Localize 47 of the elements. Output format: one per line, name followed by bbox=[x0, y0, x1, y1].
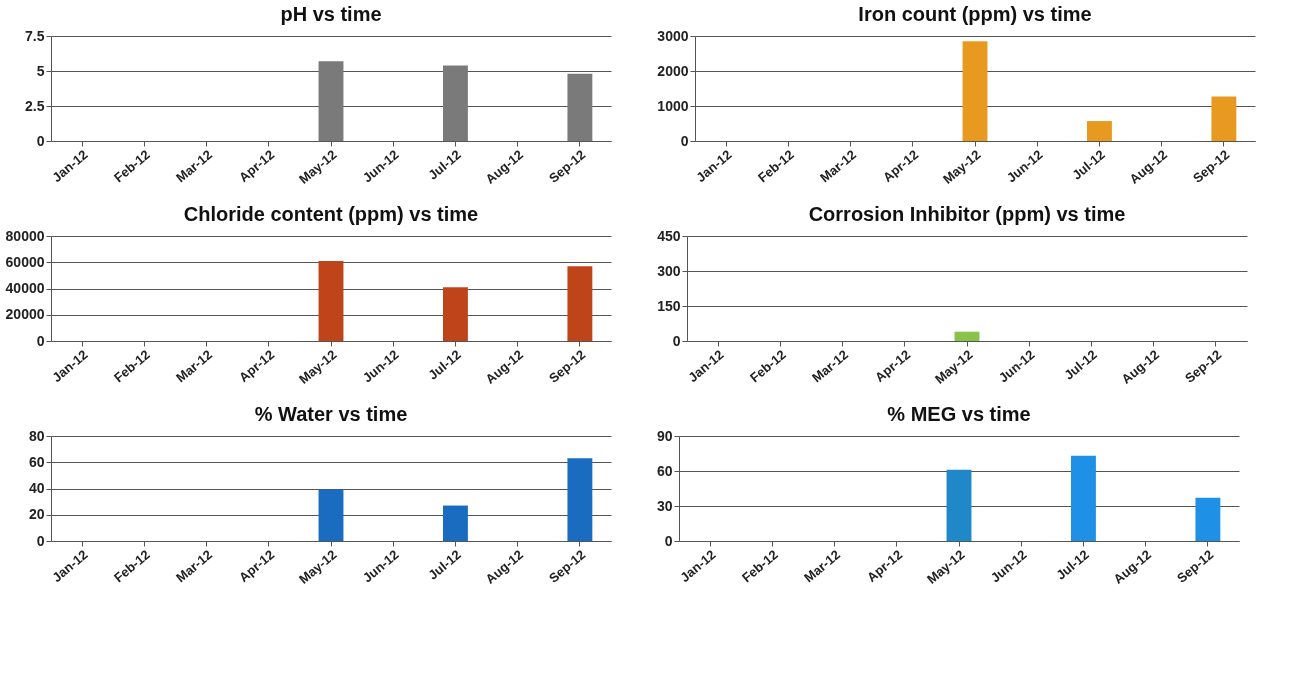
y-tick-label: 7.5 bbox=[25, 27, 45, 44]
chart-title: % Water vs time bbox=[254, 403, 408, 425]
y-tick-label: 0 bbox=[672, 332, 681, 349]
bar bbox=[1087, 121, 1112, 141]
y-tick-label: 3000 bbox=[657, 27, 689, 44]
y-tick-label: 30 bbox=[656, 497, 673, 514]
y-tick-label: 0 bbox=[664, 532, 673, 549]
bar bbox=[567, 458, 593, 541]
chart-title: Corrosion Inhibitor (ppm) vs time bbox=[808, 203, 1126, 225]
bar bbox=[318, 489, 344, 541]
chart-title: pH vs time bbox=[280, 3, 382, 25]
y-tick-label: 40000 bbox=[5, 280, 45, 296]
y-tick-label: 150 bbox=[657, 297, 681, 314]
bar bbox=[318, 260, 344, 341]
y-tick-label: 90 bbox=[656, 427, 673, 444]
y-tick-label: 60000 bbox=[5, 253, 45, 270]
chart-title: Iron count (ppm) vs time bbox=[858, 3, 1092, 25]
y-tick-label: 300 bbox=[657, 262, 681, 279]
y-tick-label: 2.5 bbox=[25, 97, 45, 114]
y-tick-label: 80 bbox=[28, 427, 45, 444]
bar bbox=[946, 469, 972, 541]
y-tick-label: 5 bbox=[36, 62, 45, 79]
chart-title: Chloride content (ppm) vs time bbox=[183, 203, 479, 225]
y-tick-label: 60 bbox=[28, 453, 45, 470]
bar bbox=[567, 73, 593, 141]
y-tick-label: 0 bbox=[36, 332, 45, 349]
y-tick-label: 2000 bbox=[657, 62, 689, 79]
y-tick-label: 60 bbox=[656, 462, 673, 479]
y-tick-label: 0 bbox=[36, 132, 45, 149]
y-tick-label: 40 bbox=[28, 480, 45, 496]
bar bbox=[1071, 455, 1096, 541]
bar bbox=[567, 266, 593, 341]
y-tick-label: 0 bbox=[36, 532, 45, 549]
bar bbox=[443, 287, 468, 341]
y-tick-label: 80000 bbox=[5, 227, 45, 244]
y-tick-label: 450 bbox=[657, 227, 681, 244]
chart-title: % MEG vs time bbox=[887, 403, 1031, 425]
bar bbox=[1195, 497, 1221, 541]
bar bbox=[962, 41, 988, 141]
y-tick-label: 20 bbox=[28, 506, 45, 523]
y-tick-label: 20000 bbox=[5, 306, 45, 323]
bar bbox=[318, 61, 344, 141]
bar bbox=[1211, 96, 1237, 141]
bar bbox=[443, 65, 468, 141]
y-tick-label: 1000 bbox=[657, 97, 689, 114]
bar bbox=[443, 505, 468, 541]
y-tick-label: 0 bbox=[680, 132, 689, 149]
